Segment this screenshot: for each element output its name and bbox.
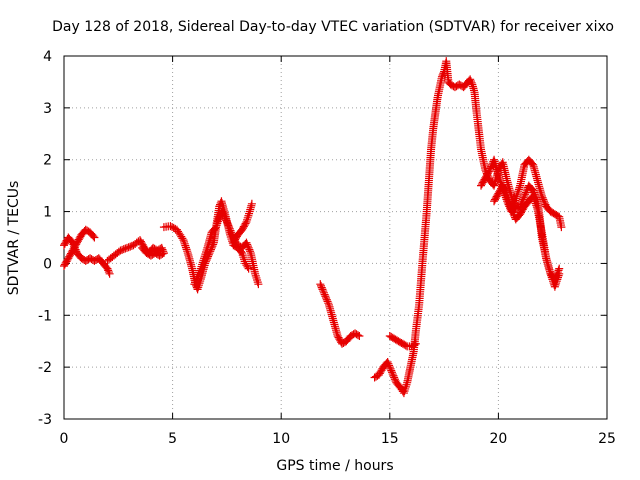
y-tick-label: 0 — [43, 256, 52, 272]
series-track-7 — [229, 199, 256, 247]
x-tick-label: 0 — [60, 431, 69, 447]
series-track-9 — [370, 57, 564, 398]
y-axis-label: SDTVAR / TECUs — [6, 181, 22, 296]
series-track-6 — [190, 197, 253, 289]
x-axis-label: GPS time / hours — [276, 458, 393, 474]
series-track-12 — [490, 181, 564, 291]
series-track-4 — [138, 243, 168, 260]
plot-frame — [63, 55, 608, 420]
y-tick-label: 3 — [43, 101, 52, 117]
x-tick-label: 5 — [168, 431, 177, 447]
x-tick-label: 15 — [381, 431, 399, 447]
series-track-8 — [316, 280, 364, 348]
y-tick-label: -2 — [38, 360, 52, 376]
chart-title: Day 128 of 2018, Sidereal Day-to-day VTE… — [52, 19, 614, 35]
series-track-11 — [477, 155, 566, 232]
data-markers — [60, 57, 566, 398]
x-tick-label: 25 — [598, 431, 616, 447]
series-track-10 — [385, 332, 420, 351]
y-tick-label: 4 — [43, 49, 52, 65]
x-tick-label: 20 — [489, 431, 507, 447]
y-tick-label: 2 — [43, 153, 52, 169]
series-track-3 — [103, 236, 168, 265]
y-tick-label: -1 — [38, 308, 52, 324]
x-tick-label: 10 — [272, 431, 290, 447]
series-track-2 — [60, 233, 114, 278]
grid-lines — [64, 56, 607, 419]
axis-ticks: 0 5 10 15 20 25 -3 -2 -1 0 1 2 3 4 — [38, 49, 616, 447]
y-tick-label: -3 — [38, 412, 52, 428]
y-tick-label: 1 — [43, 205, 52, 221]
